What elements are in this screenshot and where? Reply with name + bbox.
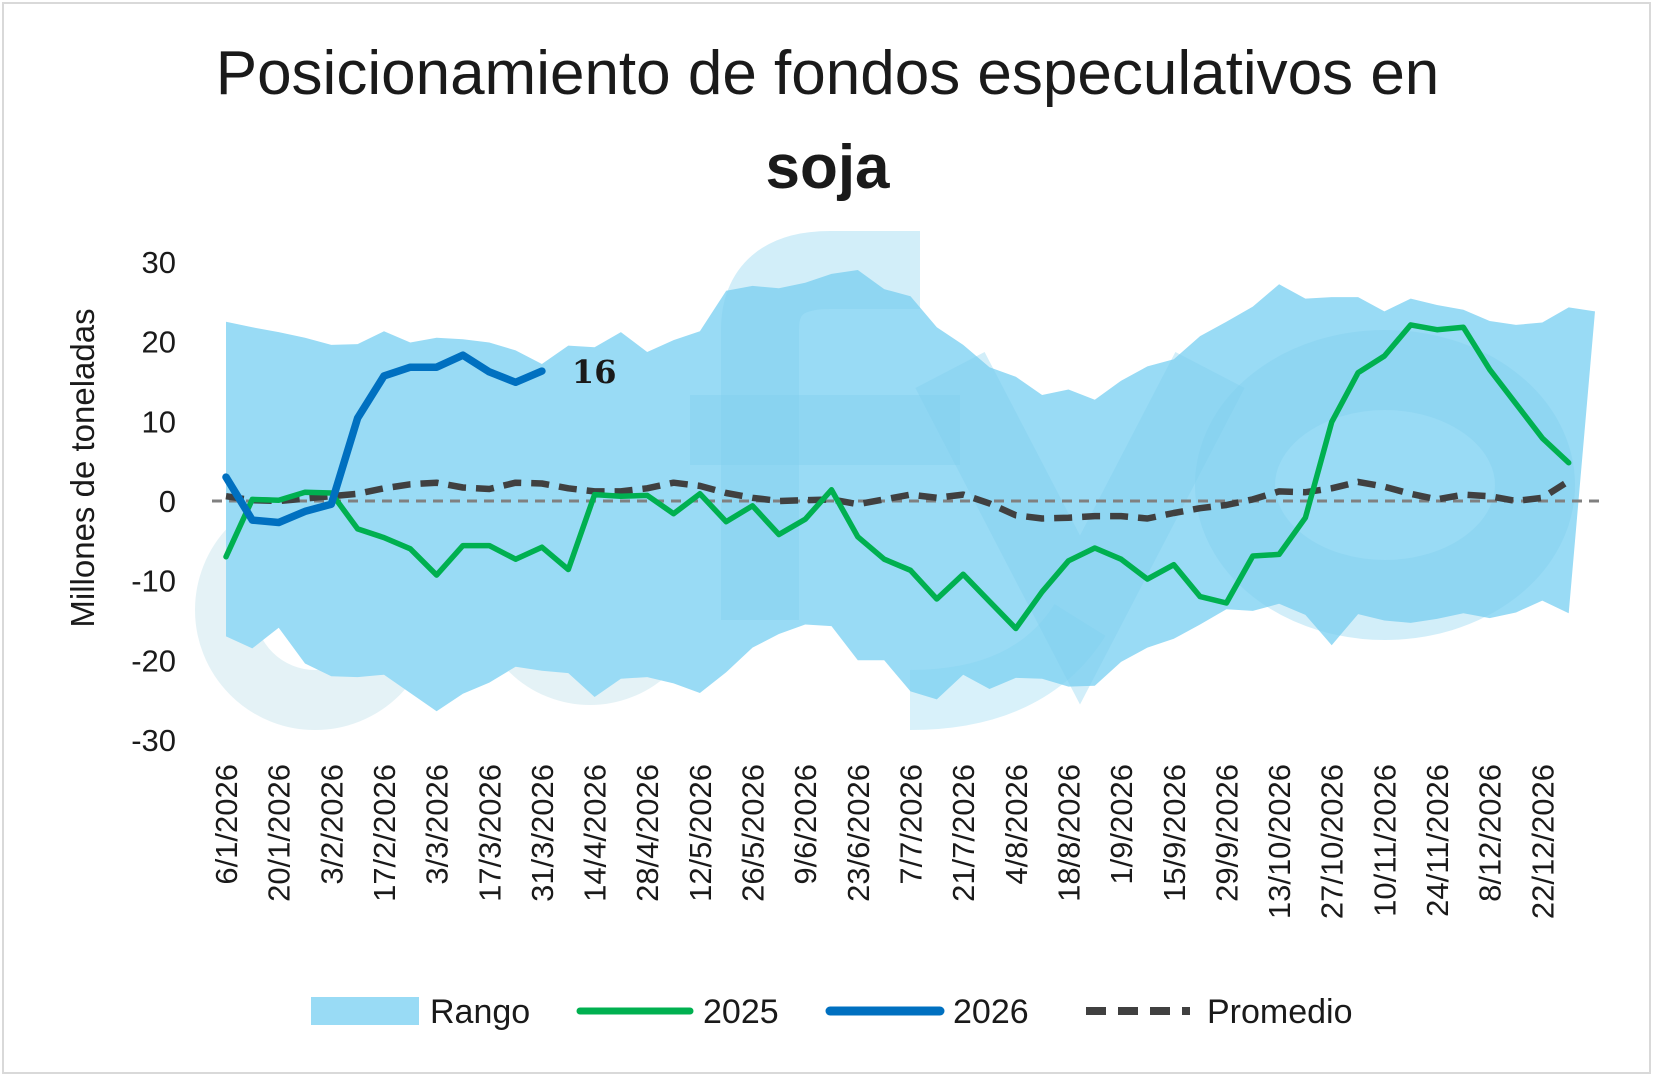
x-tick-label: 31/3/2026	[525, 764, 560, 902]
x-tick-label: 3/2/2026	[314, 764, 349, 885]
y-axis: 30 20 10 0 -10 -20 -30	[131, 245, 176, 758]
y-tick-label: 0	[159, 484, 176, 519]
legend-label-promedio: Promedio	[1207, 993, 1353, 1031]
x-tick-label: 10/11/2026	[1367, 764, 1402, 917]
range-band	[226, 270, 1595, 712]
x-axis: 6/1/2026 20/1/2026 3/2/2026 17/2/2026 3/3/20…	[209, 764, 1560, 919]
watermark-logo-overlay	[690, 231, 1575, 730]
x-tick-label: 13/10/2026	[1262, 764, 1297, 919]
watermark-letter-f	[721, 231, 920, 620]
watermark-letter-y	[915, 352, 1245, 705]
x-tick-label: 27/10/2026	[1315, 764, 1350, 919]
series-line-2026	[222, 351, 546, 527]
x-tick-label: 28/4/2026	[630, 764, 665, 902]
y-tick-label: 30	[142, 245, 176, 280]
range-band-layer	[226, 270, 1595, 712]
series-layer: 16	[222, 322, 1572, 632]
last-value-annotation: 16	[572, 353, 617, 391]
watermark-letter-y-tail	[909, 603, 1106, 730]
x-tick-label: 22/12/2026	[1525, 764, 1560, 919]
x-tick-label: 29/9/2026	[1209, 764, 1244, 902]
legend-label-2026: 2026	[953, 993, 1029, 1031]
x-tick-label: 21/7/2026	[946, 764, 981, 902]
x-tick-label: 18/8/2026	[1052, 764, 1087, 902]
x-tick-label: 1/9/2026	[1104, 764, 1139, 885]
series-line-2025	[223, 322, 1572, 632]
x-tick-label: 14/4/2026	[578, 764, 613, 902]
y-tick-label: 20	[142, 325, 176, 360]
x-tick-label: 17/2/2026	[367, 764, 402, 902]
x-tick-label: 6/1/2026	[209, 764, 244, 885]
x-tick-label: 4/8/2026	[999, 764, 1034, 885]
y-tick-label: 10	[142, 404, 176, 439]
y-tick-label: -10	[131, 564, 176, 599]
x-tick-label: 15/9/2026	[1157, 764, 1192, 902]
legend-label-rango: Rango	[430, 993, 530, 1031]
series-line-promedio	[225, 478, 1571, 522]
y-axis-label: Millones de toneladas	[64, 308, 101, 627]
x-tick-label: 9/6/2026	[788, 764, 823, 885]
x-tick-label: 26/5/2026	[736, 764, 771, 902]
chart-title-commodity: soja	[765, 133, 890, 202]
chart-title: Posicionamiento de fondos especulativos …	[215, 39, 1440, 108]
watermark-letter-o	[1195, 330, 1575, 640]
x-tick-label: 20/1/2026	[262, 764, 297, 902]
x-tick-label: 8/12/2026	[1473, 764, 1508, 902]
legend: Rango 2025 2026 Promedio	[311, 993, 1353, 1031]
legend-swatch-rango	[311, 997, 419, 1025]
legend-label-2025: 2025	[703, 993, 779, 1031]
x-tick-label: 7/7/2026	[894, 764, 929, 885]
x-tick-label: 23/6/2026	[841, 764, 876, 902]
y-tick-label: -30	[131, 723, 176, 758]
x-tick-label: 3/3/2026	[420, 764, 455, 885]
x-tick-label: 17/3/2026	[472, 764, 507, 902]
y-tick-label: -20	[131, 643, 176, 678]
x-tick-label: 12/5/2026	[683, 764, 718, 902]
x-tick-label: 24/11/2026	[1420, 764, 1455, 917]
